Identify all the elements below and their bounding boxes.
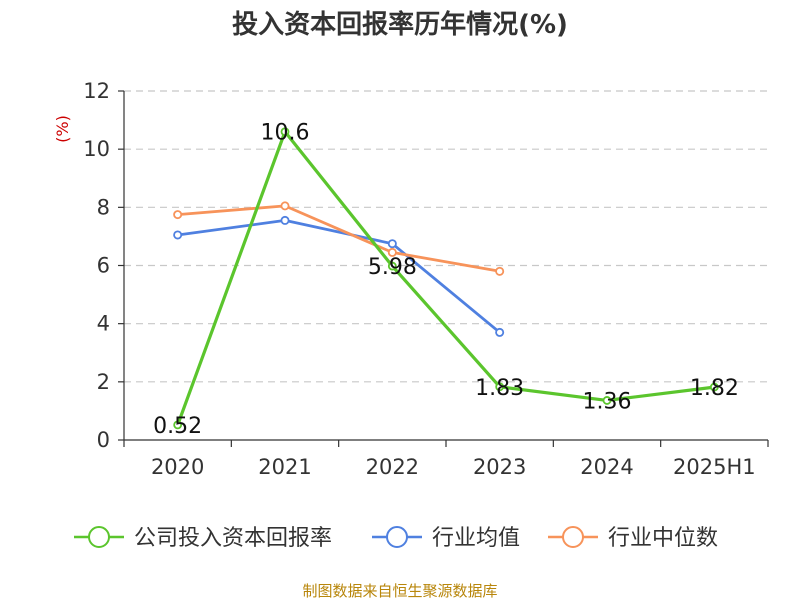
- data-label-2020: 0.52: [153, 414, 202, 439]
- x-tick-label-2023: 2023: [473, 455, 526, 479]
- series-0-point-2025H1: [709, 382, 719, 392]
- data-label-2025H1: 1.82: [690, 376, 739, 401]
- series-0-point-2023: [495, 382, 505, 392]
- series-0-point-2020: [173, 420, 183, 430]
- series-0-point-2021: [280, 127, 290, 137]
- series-1-point-2022: [387, 239, 397, 249]
- series-2-point-2022: [387, 247, 397, 257]
- data-label-2024: 1.36: [583, 389, 632, 414]
- chart-title: 投入资本回报率历年情况(%): [232, 10, 568, 40]
- y-tick-label-0: 0: [97, 428, 110, 452]
- x-tick-label-2020: 2020: [151, 455, 204, 479]
- series-2-point-2020: [173, 210, 183, 220]
- y-axis-unit-label: (%): [53, 115, 72, 143]
- y-tick-label-8: 8: [97, 195, 110, 219]
- series-line-2: [177, 204, 500, 273]
- series-0-point-2022: [387, 261, 397, 271]
- legend-marker-0: [88, 526, 110, 548]
- legend-label-1: 行业均值: [432, 526, 520, 551]
- x-tick-label-2025H1: 2025H1: [673, 455, 756, 479]
- series-line-0: [176, 130, 715, 426]
- series-1-point-2023: [495, 327, 505, 337]
- series-2-point-2023: [495, 266, 505, 276]
- y-tick-label-2: 2: [97, 370, 110, 394]
- data-label-2021: 10.6: [261, 121, 310, 146]
- x-tick-label-2022: 2022: [366, 455, 419, 479]
- series-line-1: [177, 219, 501, 334]
- series-1-point-2021: [280, 215, 290, 225]
- y-tick-label-6: 6: [97, 254, 110, 278]
- series-1-point-2020: [173, 230, 183, 240]
- legend-marker-2: [562, 526, 584, 548]
- legend-marker-1: [386, 526, 408, 548]
- y-tick-label-12: 12: [83, 79, 110, 103]
- data-label-2022: 5.98: [368, 255, 417, 280]
- series-2-point-2021: [280, 201, 290, 211]
- y-tick-label-4: 4: [97, 312, 110, 336]
- y-tick-label-10: 10: [83, 137, 110, 161]
- series-0-point-2024: [602, 396, 612, 405]
- x-tick-label-2021: 2021: [258, 455, 311, 479]
- x-tick-label-2024: 2024: [580, 455, 633, 479]
- legend-label-0: 公司投入资本回报率: [134, 526, 332, 551]
- legend-label-2: 行业中位数: [608, 526, 718, 551]
- data-source-note: 制图数据来自恒生聚源数据库: [302, 582, 498, 600]
- data-label-2023: 1.83: [475, 376, 524, 401]
